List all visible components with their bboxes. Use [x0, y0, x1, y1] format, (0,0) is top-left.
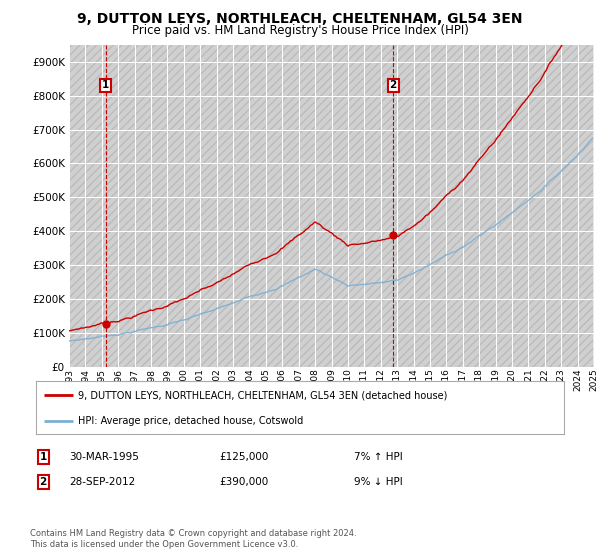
Text: 28-SEP-2012: 28-SEP-2012	[69, 477, 135, 487]
Text: 30-MAR-1995: 30-MAR-1995	[69, 452, 139, 462]
Text: 1: 1	[102, 81, 110, 91]
Text: Price paid vs. HM Land Registry's House Price Index (HPI): Price paid vs. HM Land Registry's House …	[131, 24, 469, 36]
Text: 9, DUTTON LEYS, NORTHLEACH, CHELTENHAM, GL54 3EN (detached house): 9, DUTTON LEYS, NORTHLEACH, CHELTENHAM, …	[78, 390, 448, 400]
Text: 9, DUTTON LEYS, NORTHLEACH, CHELTENHAM, GL54 3EN: 9, DUTTON LEYS, NORTHLEACH, CHELTENHAM, …	[77, 12, 523, 26]
Text: 9% ↓ HPI: 9% ↓ HPI	[354, 477, 403, 487]
Text: 2: 2	[389, 81, 397, 91]
Text: Contains HM Land Registry data © Crown copyright and database right 2024.
This d: Contains HM Land Registry data © Crown c…	[30, 529, 356, 549]
Text: 1: 1	[40, 452, 47, 462]
Text: 7% ↑ HPI: 7% ↑ HPI	[354, 452, 403, 462]
Text: £390,000: £390,000	[219, 477, 268, 487]
Text: 2: 2	[40, 477, 47, 487]
Text: HPI: Average price, detached house, Cotswold: HPI: Average price, detached house, Cots…	[78, 416, 304, 426]
Text: £125,000: £125,000	[219, 452, 268, 462]
